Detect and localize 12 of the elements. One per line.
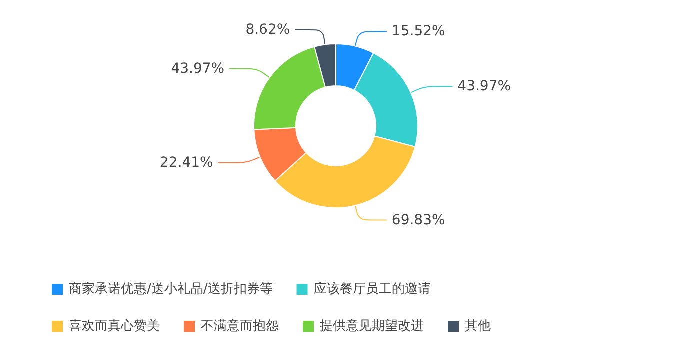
legend-label: 喜欢而真心赞美 (69, 318, 160, 334)
legend-label: 不满意而抱怨 (201, 319, 279, 334)
legend-label: 其他 (465, 319, 491, 334)
data-label: 43.97% (458, 78, 512, 95)
legend-label: 商家承诺优惠/送小礼品/送折扣券等 (69, 281, 273, 297)
data-label: 22.41% (160, 154, 214, 171)
legend-label: 提供意见期望改进 (320, 319, 424, 334)
data-label: 43.97% (171, 60, 225, 77)
legend-label: 应该餐厅员工的邀请 (314, 281, 431, 297)
data-label: 8.62% (246, 22, 290, 38)
data-label: 15.52% (392, 24, 446, 40)
data-label: 69.83% (392, 212, 446, 228)
